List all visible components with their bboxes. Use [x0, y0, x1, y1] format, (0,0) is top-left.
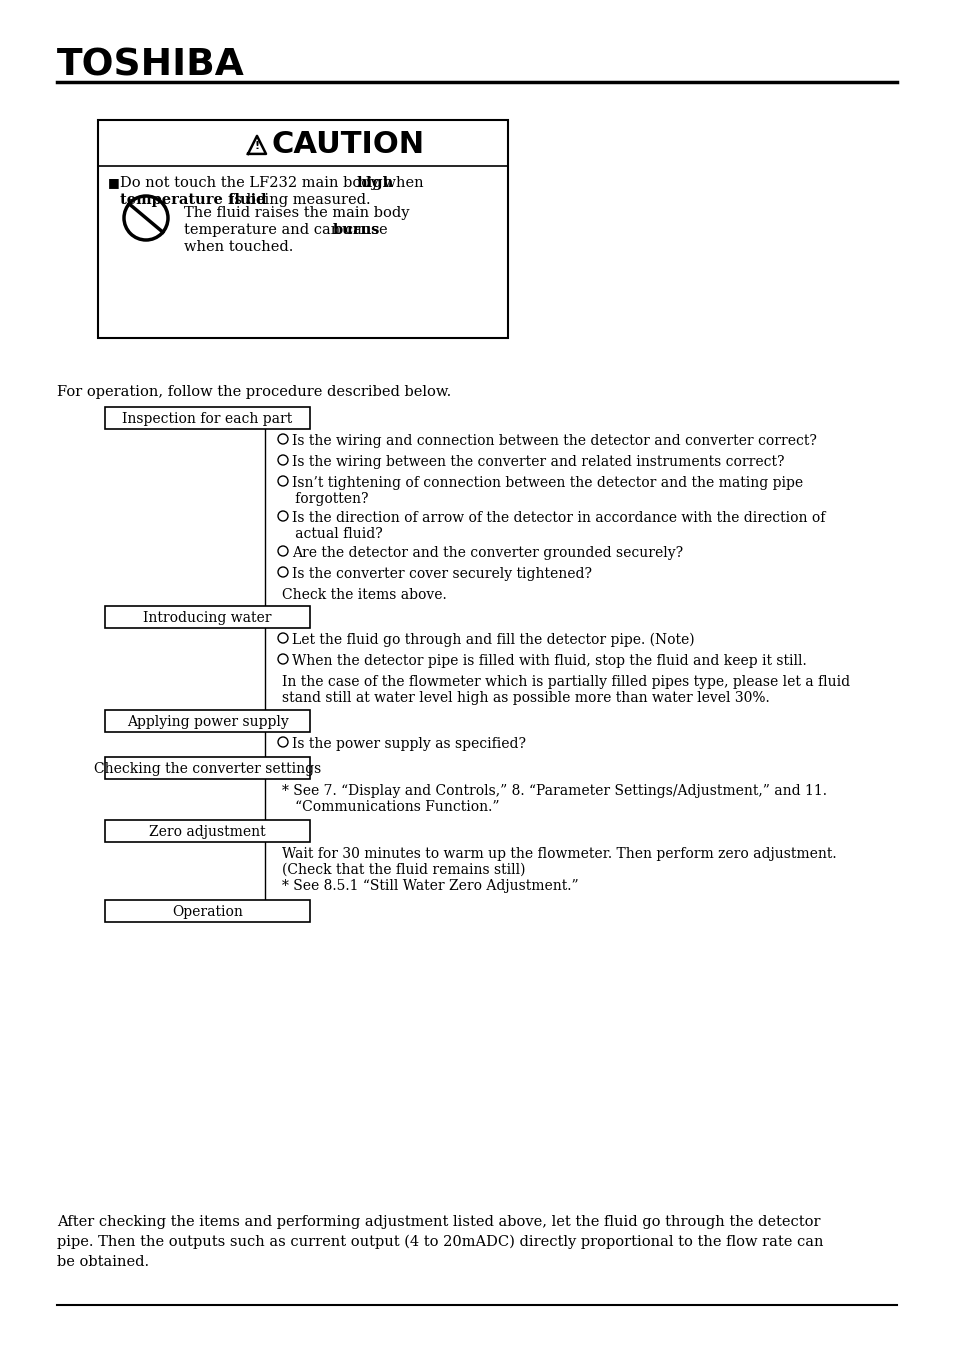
Text: high: high — [356, 176, 394, 190]
Text: (Check that the fluid remains still): (Check that the fluid remains still) — [282, 863, 525, 878]
Text: temperature fluid: temperature fluid — [120, 193, 266, 207]
Bar — [105, 900, 310, 922]
Text: The fluid raises the main body: The fluid raises the main body — [184, 207, 409, 220]
Text: Isn’t tightening of connection between the detector and the mating pipe: Isn’t tightening of connection between t… — [292, 477, 802, 490]
Text: For operation, follow the procedure described below.: For operation, follow the procedure desc… — [57, 385, 451, 400]
Bar — [98, 120, 507, 338]
Text: Is the converter cover securely tightened?: Is the converter cover securely tightene… — [292, 567, 592, 580]
Text: Check the items above.: Check the items above. — [282, 589, 446, 602]
Text: When the detector pipe is filled with fluid, stop the fluid and keep it still.: When the detector pipe is filled with fl… — [292, 653, 806, 668]
Text: Is the wiring between the converter and related instruments correct?: Is the wiring between the converter and … — [292, 455, 783, 468]
Text: “Communications Function.”: “Communications Function.” — [282, 801, 499, 814]
Text: when touched.: when touched. — [184, 240, 294, 254]
Text: temperature and can cause: temperature and can cause — [184, 223, 392, 238]
Text: Let the fluid go through and fill the detector pipe. (Note): Let the fluid go through and fill the de… — [292, 633, 694, 648]
Text: ■: ■ — [108, 176, 120, 189]
Text: Checking the converter settings: Checking the converter settings — [93, 761, 321, 776]
Text: Applying power supply: Applying power supply — [127, 716, 288, 729]
Text: TOSHIBA: TOSHIBA — [57, 49, 245, 84]
Text: actual fluid?: actual fluid? — [282, 526, 382, 541]
Bar — [105, 406, 310, 429]
Text: !: ! — [254, 140, 259, 151]
Text: Are the detector and the converter grounded securely?: Are the detector and the converter groun… — [292, 545, 682, 560]
Bar — [105, 606, 310, 628]
Text: In the case of the flowmeter which is partially filled pipes type, please let a : In the case of the flowmeter which is pa… — [282, 675, 849, 688]
Bar — [105, 710, 310, 732]
Text: forgotten?: forgotten? — [282, 491, 368, 506]
Bar — [105, 819, 310, 842]
Text: Is the wiring and connection between the detector and converter correct?: Is the wiring and connection between the… — [292, 433, 816, 448]
Text: Introducing water: Introducing water — [143, 612, 272, 625]
Text: CAUTION: CAUTION — [272, 130, 425, 159]
Text: stand still at water level high as possible more than water level 30%.: stand still at water level high as possi… — [282, 691, 769, 705]
Text: * See 8.5.1 “Still Water Zero Adjustment.”: * See 8.5.1 “Still Water Zero Adjustment… — [282, 879, 578, 892]
Text: Is the direction of arrow of the detector in accordance with the direction of: Is the direction of arrow of the detecto… — [292, 512, 824, 525]
Text: Inspection for each part: Inspection for each part — [122, 412, 293, 427]
Text: Zero adjustment: Zero adjustment — [149, 825, 266, 838]
Text: burns: burns — [333, 223, 380, 238]
Text: Is the power supply as specified?: Is the power supply as specified? — [292, 737, 525, 751]
Text: After checking the items and performing adjustment listed above, let the fluid g: After checking the items and performing … — [57, 1215, 822, 1269]
Text: Do not touch the LF232 main body when: Do not touch the LF232 main body when — [120, 176, 428, 190]
Text: Operation: Operation — [172, 904, 243, 919]
Text: is being measured.: is being measured. — [225, 193, 370, 207]
Bar — [105, 757, 310, 779]
Text: * See 7. “Display and Controls,” 8. “Parameter Settings/Adjustment,” and 11.: * See 7. “Display and Controls,” 8. “Par… — [282, 784, 826, 798]
Text: Wait for 30 minutes to warm up the flowmeter. Then perform zero adjustment.: Wait for 30 minutes to warm up the flowm… — [282, 846, 836, 861]
